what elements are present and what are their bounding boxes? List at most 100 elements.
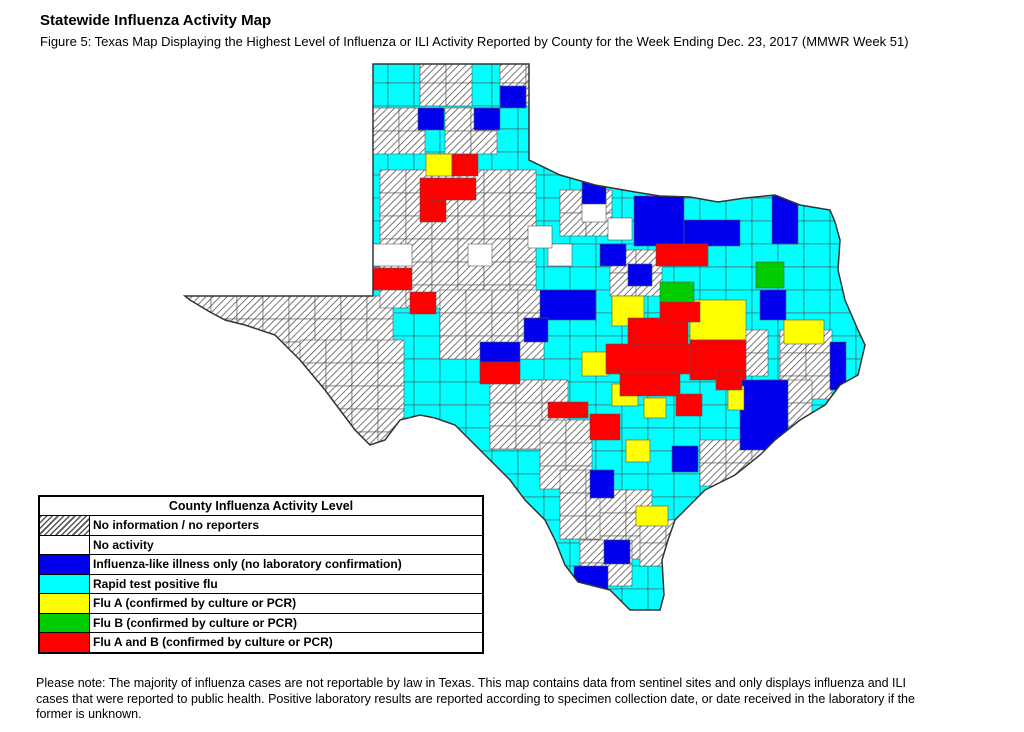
county [647,128,675,153]
county [752,612,778,635]
county [517,542,545,567]
county [205,381,233,406]
county [236,341,264,366]
county [803,565,831,590]
county [465,381,493,406]
county [699,565,727,590]
county [517,128,545,153]
county [779,352,807,377]
county [739,379,789,451]
county [541,379,569,404]
county [205,82,233,107]
county [647,450,675,475]
county [231,128,259,153]
county [371,267,413,291]
county [283,105,311,130]
disclaimer-note: Please note: The majority of influenza c… [36,676,915,721]
county [539,442,567,467]
county [479,341,521,365]
county [439,289,467,314]
county [569,64,597,84]
county [425,153,453,177]
county [569,105,597,130]
county [855,128,865,153]
county [855,82,865,107]
county [335,82,363,107]
county [673,542,701,567]
county [725,197,753,222]
county [829,174,857,199]
county [413,335,441,360]
county [335,105,363,130]
county [543,151,571,176]
county [699,82,727,107]
county [621,588,649,610]
county [257,64,285,84]
county [751,565,779,590]
county [377,339,405,364]
county [413,450,441,475]
county [465,450,493,475]
county [539,289,597,321]
county [725,243,753,268]
county [205,427,233,452]
legend-item-flu-a: Flu A (confirmed by culture or PCR) [40,594,482,614]
county [257,473,285,498]
county [855,243,865,268]
county [829,404,857,429]
legend-item-ili: Influenza-like illness only (no laborato… [40,555,482,575]
county [595,128,623,153]
county [351,339,379,364]
county [803,289,831,314]
county [751,151,779,176]
county [309,105,337,130]
county [655,243,709,267]
county [569,381,597,406]
county [205,243,233,268]
county [288,433,316,458]
county [544,612,570,635]
county [659,281,695,305]
county [855,197,865,222]
county [621,128,649,153]
county [335,128,363,153]
county [231,243,259,268]
county [210,295,238,320]
county [185,335,207,360]
county [419,199,447,223]
county [517,519,545,544]
county [309,128,337,153]
county [605,562,633,587]
county [725,266,753,291]
county [647,151,675,176]
county [185,312,207,337]
county [759,289,787,321]
county [543,105,571,130]
county [829,105,857,130]
county [855,151,865,176]
county [699,128,727,153]
county [257,266,285,291]
county [543,64,571,84]
county [231,151,259,176]
county [803,82,831,107]
county [309,243,337,268]
county [335,266,363,291]
county [647,64,675,84]
county [299,408,327,433]
county [517,565,545,590]
county [361,473,389,498]
county [283,427,311,452]
county [283,197,311,222]
legend-swatch-white [40,535,90,554]
county [257,128,285,153]
county [185,433,212,458]
county [379,215,407,240]
county [777,64,805,84]
county [335,473,363,498]
county [340,295,368,320]
county [751,519,779,544]
county [699,151,727,176]
county [699,266,727,291]
county [829,243,857,268]
